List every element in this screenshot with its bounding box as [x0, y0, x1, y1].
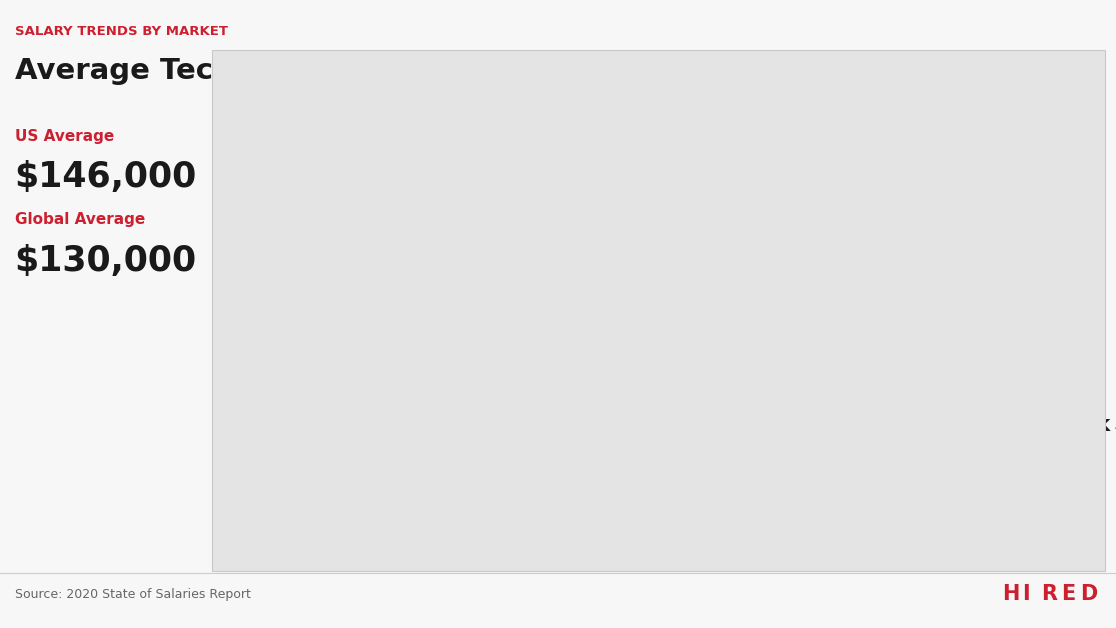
Text: New York: New York [935, 195, 997, 208]
Text: I: I [1022, 584, 1029, 604]
Text: Chicago: Chicago [690, 229, 742, 242]
Text: $130,000: $130,000 [15, 244, 196, 278]
Text: +10%: +10% [821, 178, 858, 192]
Text: +9%: +9% [598, 308, 627, 322]
Text: $124k: $124k [690, 247, 761, 267]
Text: Global Average: Global Average [15, 212, 145, 227]
Text: $155k: $155k [301, 313, 374, 333]
Text: Seattle: Seattle [333, 141, 381, 154]
Text: Austin: Austin [642, 395, 684, 408]
Text: +8%: +8% [766, 254, 795, 267]
Text: US Average: US Average [15, 129, 114, 144]
Text: Boston: Boston [935, 139, 981, 152]
Text: +9%: +9% [1114, 421, 1116, 435]
Text: Toronto (CAD): Toronto (CAD) [745, 153, 838, 166]
Text: +7%: +7% [1011, 283, 1040, 296]
Text: $137k: $137k [642, 413, 713, 433]
Text: H: H [1002, 584, 1020, 604]
Text: $146,000: $146,000 [15, 160, 196, 194]
Text: $126k: $126k [522, 301, 594, 322]
Text: $131k: $131k [935, 276, 1007, 296]
Text: Denver: Denver [522, 283, 570, 296]
Text: Source: 2020 State of Salaries Report: Source: 2020 State of Salaries Report [15, 588, 250, 600]
Text: £67k: £67k [1054, 414, 1110, 435]
Text: +8%: +8% [1011, 220, 1040, 234]
Text: R: R [1041, 584, 1057, 604]
Text: D: D [1080, 584, 1097, 604]
Text: +8%: +8% [1011, 164, 1040, 177]
Text: +10%: +10% [716, 420, 754, 433]
Text: $142k: $142k [333, 159, 404, 179]
Text: $143k: $143k [935, 214, 1007, 234]
Text: $136k: $136k [935, 157, 1007, 177]
Text: +7%: +7% [377, 320, 406, 333]
Text: E: E [1060, 584, 1075, 604]
Text: +8%: +8% [388, 392, 417, 405]
Text: Average Tech Worker Salaries: Average Tech Worker Salaries [15, 57, 504, 85]
Text: London: London [1054, 396, 1103, 409]
Text: SALARY TRENDS BY MARKET: SALARY TRENDS BY MARKET [15, 25, 228, 38]
Text: Washington D.C.: Washington D.C. [935, 258, 1046, 271]
Text: Los Angeles: Los Angeles [312, 367, 392, 380]
Text: +3%: +3% [408, 166, 437, 179]
Text: SF Bay Area: SF Bay Area [301, 295, 382, 308]
Text: $137k: $137k [312, 385, 384, 405]
Text: $109k: $109k [745, 171, 818, 192]
